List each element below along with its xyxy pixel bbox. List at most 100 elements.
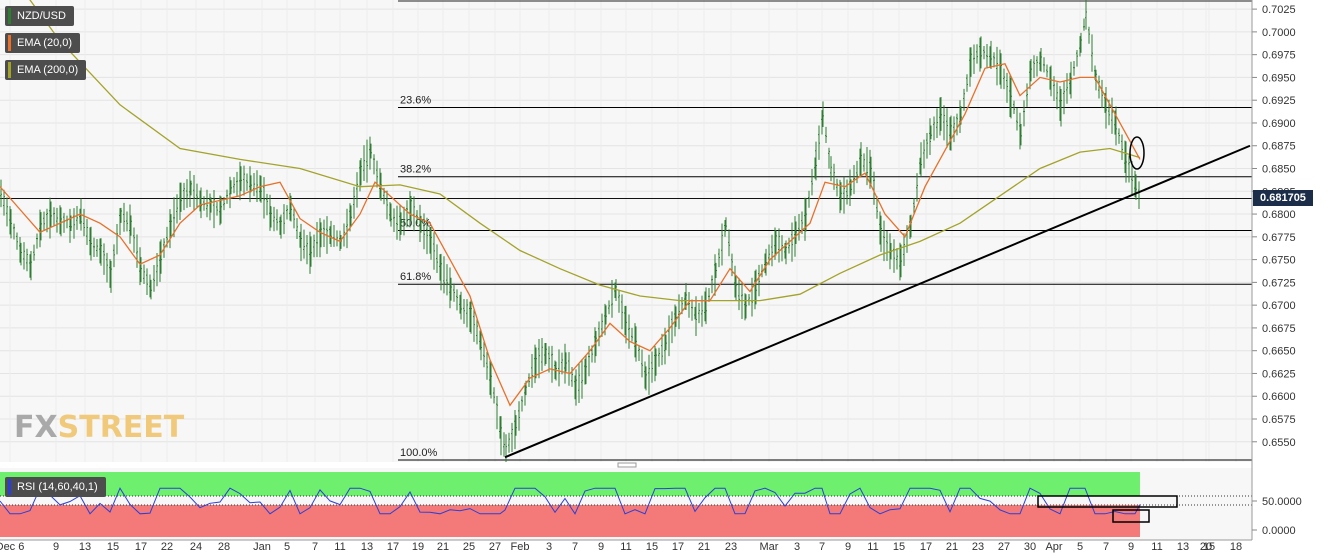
current-price-tag: 0.681705 bbox=[1253, 190, 1313, 206]
x-axis: Dec 6 9 13 15 17 22 24 28 Jan 5 7 11 13 17 19 21 25 27 Feb… bbox=[0, 539, 1252, 553]
x-tick-label: 21 bbox=[946, 541, 958, 553]
x-tick-label: 22 bbox=[161, 541, 173, 553]
y-tick-label: 0.6550 bbox=[1262, 437, 1296, 449]
x-tick-label: 23 bbox=[972, 541, 984, 553]
y-tick-label: 0.6800 bbox=[1262, 209, 1296, 221]
rsi-overbought-zone bbox=[0, 472, 1140, 496]
x-tick-label: 27 bbox=[998, 541, 1010, 553]
x-tick-label: 7 bbox=[819, 541, 825, 553]
x-tick-label: 19 bbox=[412, 541, 424, 553]
x-tick-label: 17 bbox=[672, 541, 684, 553]
annotation-ellipse[interactable] bbox=[1129, 136, 1145, 170]
x-tick-label: 3 bbox=[546, 541, 552, 553]
rsi-line bbox=[0, 487, 1141, 515]
rsi-tick-label: 50.0000 bbox=[1262, 496, 1302, 508]
fib-label: 38.2% bbox=[400, 164, 431, 176]
x-tick-label: 5 bbox=[1077, 541, 1083, 553]
legend-ema20-label: EMA (20,0) bbox=[17, 37, 73, 49]
trendline[interactable] bbox=[504, 144, 1251, 459]
legend-symbol-label: NZD/USD bbox=[17, 10, 66, 22]
x-tick-label: Apr bbox=[1045, 541, 1062, 553]
rsi-oversold-zone bbox=[0, 505, 1140, 537]
x-tick-label: 13 bbox=[79, 541, 91, 553]
x-tick-label: 3 bbox=[794, 541, 800, 553]
x-tick-label: 13 bbox=[1177, 541, 1189, 553]
pane-divider-handle[interactable] bbox=[617, 462, 637, 468]
legend-rsi-label: RSI (14,60,40,1) bbox=[17, 481, 98, 493]
x-tick-label: 15 bbox=[646, 541, 658, 553]
x-tick-label: 9 bbox=[845, 541, 851, 553]
x-tick-label: 30 bbox=[1024, 541, 1036, 553]
x-tick-label: 15 bbox=[1203, 541, 1215, 553]
x-tick-label: 11 bbox=[334, 541, 345, 553]
x-tick-label: 17 bbox=[135, 541, 147, 553]
x-tick-label: 27 bbox=[489, 541, 501, 553]
y-tick-label: 0.6875 bbox=[1262, 141, 1296, 153]
fib-label: 100.0% bbox=[400, 447, 438, 459]
x-tick-label: Jan bbox=[253, 541, 271, 553]
x-tick-label: 17 bbox=[387, 541, 399, 553]
x-tick-label: 18 bbox=[1230, 541, 1242, 553]
x-tick-label: 11 bbox=[620, 541, 631, 553]
ema200-line bbox=[29, 0, 1141, 302]
y-tick-label: 0.6775 bbox=[1262, 232, 1296, 244]
y-tick-label: 0.6625 bbox=[1262, 368, 1296, 380]
x-tick-label: 24 bbox=[190, 541, 202, 553]
y-tick-label: 0.6750 bbox=[1262, 255, 1296, 267]
ema20-line bbox=[0, 63, 1141, 407]
legend-rsi[interactable]: RSI (14,60,40,1) bbox=[5, 477, 106, 497]
x-tick-label: 21 bbox=[698, 541, 710, 553]
x-tick-label: 23 bbox=[725, 541, 737, 553]
x-tick-label: 21 bbox=[437, 541, 449, 553]
y-tick-label: 0.7025 bbox=[1262, 4, 1296, 16]
rsi-annotation-box-1[interactable] bbox=[1037, 495, 1178, 508]
ema200-swatch bbox=[8, 62, 11, 78]
x-tick-label: 9 bbox=[598, 541, 604, 553]
legend-symbol[interactable]: NZD/USD bbox=[5, 6, 74, 26]
y-tick-label: 0.6700 bbox=[1262, 300, 1296, 312]
x-tick-label: 28 bbox=[218, 541, 230, 553]
y-tick-label: 0.6650 bbox=[1262, 346, 1296, 358]
fxstreet-logo: FXSTREET bbox=[14, 410, 184, 445]
y-tick-label: 0.6925 bbox=[1262, 95, 1296, 107]
y-tick-label: 0.6900 bbox=[1262, 118, 1296, 130]
y-tick-label: 0.6975 bbox=[1262, 50, 1296, 62]
symbol-swatch bbox=[8, 8, 11, 24]
legend-ema200[interactable]: EMA (200,0) bbox=[5, 60, 87, 80]
pane-divider bbox=[0, 462, 1252, 468]
rsi-annotation-box-2[interactable] bbox=[1112, 509, 1150, 523]
x-tick-label: 15 bbox=[107, 541, 119, 553]
y-tick-label: 0.6850 bbox=[1262, 164, 1296, 176]
x-tick-label: 20 bbox=[1200, 541, 1212, 553]
x-tick-label: 7 bbox=[1103, 541, 1109, 553]
legend-ema200-label: EMA (200,0) bbox=[17, 64, 79, 76]
x-tick-label: Dec 6 bbox=[0, 541, 24, 553]
logo-fx: FX bbox=[14, 410, 58, 445]
x-tick-label: 5 bbox=[284, 541, 290, 553]
y-tick-label: 0.6725 bbox=[1262, 277, 1296, 289]
y-tick-label: 0.6575 bbox=[1262, 414, 1296, 426]
rsi-pane[interactable] bbox=[0, 462, 1252, 540]
x-tick-label: Mar bbox=[760, 541, 779, 553]
x-tick-label: 17 bbox=[920, 541, 932, 553]
x-tick-label: 7 bbox=[312, 541, 318, 553]
ema20-swatch bbox=[8, 35, 11, 51]
axis-background bbox=[1252, 0, 1331, 558]
x-tick-label: 25 bbox=[463, 541, 475, 553]
x-tick-label: 7 bbox=[572, 541, 578, 553]
legend-ema20[interactable]: EMA (20,0) bbox=[5, 33, 81, 53]
y-tick-label: 0.6950 bbox=[1262, 72, 1296, 84]
rsi-swatch bbox=[8, 479, 11, 495]
fib-label: 23.6% bbox=[400, 94, 431, 106]
x-tick-label: 9 bbox=[53, 541, 59, 553]
x-tick-label: 15 bbox=[893, 541, 905, 553]
y-tick-label: 0.7000 bbox=[1262, 27, 1296, 39]
fib-label: 61.8% bbox=[400, 271, 431, 283]
x-tick-label: 11 bbox=[867, 541, 878, 553]
y-tick-label: 0.6600 bbox=[1262, 391, 1296, 403]
rsi-tick-label: 0.0000 bbox=[1262, 525, 1296, 537]
x-tick-label: 9 bbox=[1128, 541, 1134, 553]
logo-street: STREET bbox=[57, 410, 185, 445]
